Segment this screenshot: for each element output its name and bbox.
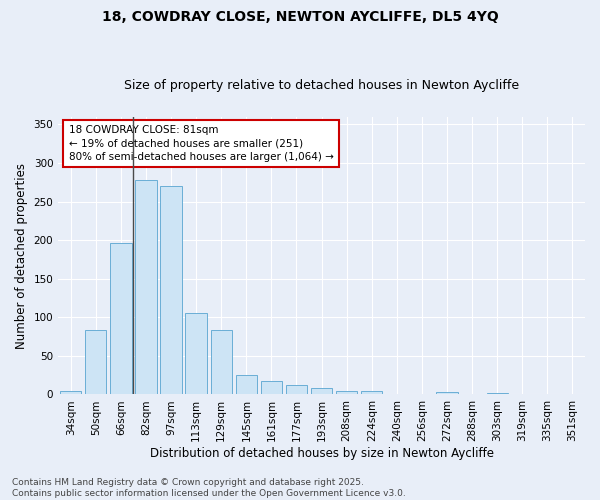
X-axis label: Distribution of detached houses by size in Newton Aycliffe: Distribution of detached houses by size …: [149, 447, 494, 460]
Bar: [311, 388, 332, 394]
Title: Size of property relative to detached houses in Newton Aycliffe: Size of property relative to detached ho…: [124, 79, 519, 92]
Bar: [136, 180, 157, 394]
Bar: [487, 393, 508, 394]
Text: 18, COWDRAY CLOSE, NEWTON AYCLIFFE, DL5 4YQ: 18, COWDRAY CLOSE, NEWTON AYCLIFFE, DL5 …: [101, 10, 499, 24]
Bar: [361, 390, 382, 394]
Bar: [185, 314, 207, 394]
Bar: [110, 244, 131, 394]
Bar: [336, 390, 358, 394]
Bar: [211, 330, 232, 394]
Text: Contains HM Land Registry data © Crown copyright and database right 2025.
Contai: Contains HM Land Registry data © Crown c…: [12, 478, 406, 498]
Bar: [286, 385, 307, 394]
Y-axis label: Number of detached properties: Number of detached properties: [15, 162, 28, 348]
Bar: [60, 390, 82, 394]
Bar: [436, 392, 458, 394]
Bar: [236, 375, 257, 394]
Bar: [160, 186, 182, 394]
Bar: [261, 380, 282, 394]
Bar: [85, 330, 106, 394]
Text: 18 COWDRAY CLOSE: 81sqm
← 19% of detached houses are smaller (251)
80% of semi-d: 18 COWDRAY CLOSE: 81sqm ← 19% of detache…: [69, 125, 334, 162]
